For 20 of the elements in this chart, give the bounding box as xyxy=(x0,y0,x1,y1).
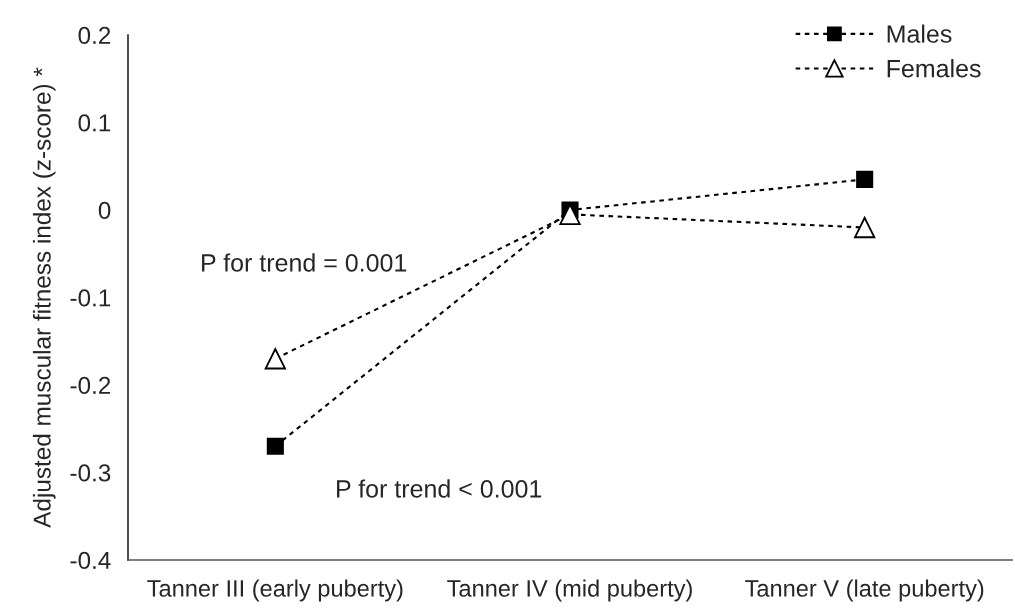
x-tick-label: Tanner IV (mid puberty) xyxy=(447,579,692,602)
y-tick-label: -0.4 xyxy=(70,551,111,570)
point xyxy=(264,348,286,370)
point xyxy=(559,203,581,226)
y-tick-label: 0.2 xyxy=(78,26,111,45)
y-tick-label: 0 xyxy=(98,201,111,220)
point xyxy=(266,437,284,455)
legend-label: Females xyxy=(887,59,981,78)
point xyxy=(856,170,874,188)
y-tick-label: -0.1 xyxy=(70,289,111,307)
legend-label: Males xyxy=(887,24,952,43)
x-tick-label: Tanner III (early puberty) xyxy=(147,579,403,602)
point xyxy=(854,216,876,239)
annotation: P for trend < 0.001 xyxy=(337,479,542,498)
y-tick-label: -0.2 xyxy=(70,376,111,395)
annotation: P for trend = 0.001 xyxy=(202,253,407,272)
y-axis-title: Adjusted muscular fitness index (z-score) * xyxy=(32,67,56,528)
x-tick-label: Tanner V (late puberty) xyxy=(745,579,984,602)
y-tick-label: -0.3 xyxy=(70,464,111,482)
y-tick-label: 0.1 xyxy=(78,114,111,132)
